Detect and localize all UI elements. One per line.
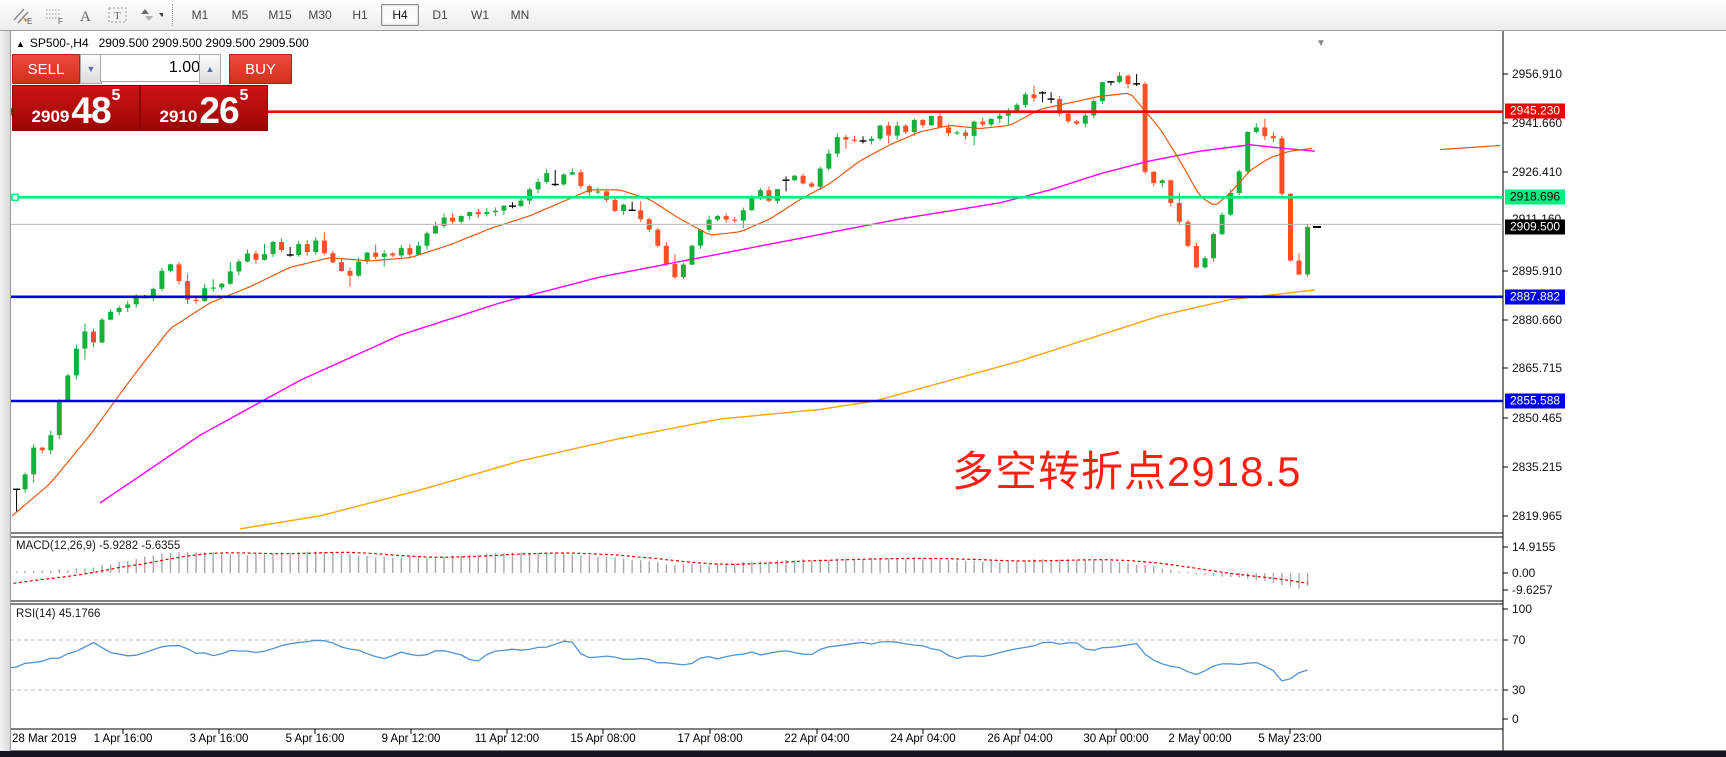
timeframe-button-m30[interactable]: M30 <box>308 8 332 22</box>
time-axis-label: 2 May 00:00 <box>1168 733 1232 745</box>
price-axis-label: 2880.660 <box>1512 313 1563 327</box>
one-click-trading-panel: SELL ▼ 1.00 ▲ BUY 2909 48 5 2910 26 5 <box>12 54 292 131</box>
collapse-arrow-icon[interactable]: ▲ <box>16 39 25 49</box>
rsi-axis-label: 100 <box>1512 602 1533 616</box>
volume-decrease-button[interactable]: ▼ <box>80 54 102 84</box>
macd-axis-label: -9.6257 <box>1512 583 1553 597</box>
sell-price-display[interactable]: 2909 48 5 <box>12 85 140 131</box>
time-axis-label: 1 Apr 16:00 <box>93 733 153 745</box>
support2-line-badge: 2855.588 <box>1505 393 1566 409</box>
svg-text:F: F <box>58 17 63 25</box>
arrow-objects-icon[interactable] <box>136 2 164 28</box>
time-axis-label: 5 Apr 16:00 <box>285 733 345 745</box>
timeframe-button-m5[interactable]: M5 <box>231 8 249 22</box>
svg-text:E: E <box>27 17 32 25</box>
toolbar-separator <box>172 4 174 26</box>
fibonacci-grid-icon[interactable]: F <box>40 2 68 28</box>
buy-price-prefix: 2910 <box>159 107 198 126</box>
rsi-axis-label: 70 <box>1512 633 1526 647</box>
chart-shift-marker-icon[interactable]: ▼ <box>1316 38 1326 49</box>
sell-price-prefix: 2909 <box>31 107 70 126</box>
svg-text:A: A <box>80 9 91 25</box>
time-axis-label: 28 Mar 2019 <box>12 733 77 745</box>
timeframe-button-m1[interactable]: M1 <box>191 8 209 22</box>
timeframe-toolbar: M1 M5 M15 M30 H1 H4 D1 W1 MN <box>180 4 540 26</box>
symbol-label: SP500-,H4 <box>29 36 89 50</box>
buy-price-display[interactable]: 2910 26 5 <box>140 85 268 131</box>
time-axis-label: 26 Apr 04:00 <box>987 733 1053 745</box>
chart-text-annotation[interactable]: 多空转折点2918.5 <box>952 448 1302 495</box>
top-toolbar: E F A T M1 M5 M15 M30 H1 H4 D1 W1 MN <box>0 0 1726 31</box>
volume-input[interactable]: 1.00 <box>100 54 209 82</box>
svg-text:T: T <box>114 10 121 22</box>
window-left-edge <box>0 31 11 757</box>
price-axis-label: 2895.910 <box>1512 264 1563 278</box>
time-axis-label: 24 Apr 04:00 <box>890 733 956 745</box>
rsi-indicator-label: RSI(14) 45.1766 <box>16 608 101 620</box>
text-icon[interactable]: A <box>72 2 100 28</box>
sell-price-sup: 5 <box>111 87 121 104</box>
time-axis-label: 5 May 23:00 <box>1258 733 1322 745</box>
timeframe-button-h4[interactable]: H4 <box>381 4 419 26</box>
bid-price-badge: 2909.500 <box>1505 219 1566 235</box>
pivot-line-badge: 2918.696 <box>1505 189 1566 205</box>
time-axis-label: 11 Apr 12:00 <box>474 733 540 745</box>
ohlc-values: 2909.500 2909.500 2909.500 2909.500 <box>98 36 309 50</box>
price-axis-label: 2835.215 <box>1512 460 1563 474</box>
volume-increase-button[interactable]: ▲ <box>199 54 221 84</box>
timeframe-button-mn[interactable]: MN <box>510 8 530 22</box>
buy-button[interactable]: BUY <box>229 54 292 84</box>
resistance-line-badge: 2945.230 <box>1505 103 1566 119</box>
time-axis-label: 9 Apr 12:00 <box>381 733 441 745</box>
equidistant-channel-icon[interactable]: E <box>8 2 36 28</box>
rsi-axis-label: 30 <box>1512 683 1526 697</box>
macd-indicator-label: MACD(12,26,9) -5.9282 -5.6355 <box>16 540 181 552</box>
text-label-icon[interactable]: T <box>104 2 132 28</box>
macd-axis-label: 0.00 <box>1512 566 1536 580</box>
price-axis-label: 2956.910 <box>1512 67 1563 81</box>
window-bottom-edge <box>0 751 1726 757</box>
sell-price-big: 48 <box>71 90 111 131</box>
rsi-axis-label: 0 <box>1512 712 1519 726</box>
chart-title: ▲ SP500-,H4 2909.500 2909.500 2909.500 290… <box>16 36 309 50</box>
time-axis-label: 15 Apr 08:00 <box>570 733 636 745</box>
time-axis-label: 3 Apr 16:00 <box>189 733 249 745</box>
timeframe-button-h1[interactable]: H1 <box>352 8 368 22</box>
price-axis-label: 2865.715 <box>1512 361 1563 375</box>
buy-price-sup: 5 <box>239 87 249 104</box>
time-axis-label: 30 Apr 00:00 <box>1083 733 1149 745</box>
timeframe-button-m15[interactable]: M15 <box>268 8 292 22</box>
sell-button[interactable]: SELL <box>12 54 80 84</box>
price-axis-label: 2941.660 <box>1512 116 1563 130</box>
price-axis-label: 2926.410 <box>1512 165 1563 179</box>
time-axis-label: 22 Apr 04:00 <box>784 733 850 745</box>
time-axis-label: 17 Apr 08:00 <box>677 733 743 745</box>
timeframe-button-w1[interactable]: W1 <box>471 8 489 22</box>
price-axis-label: 2819.965 <box>1512 509 1563 523</box>
macd-axis-label: 14.9155 <box>1512 540 1556 554</box>
timeframe-button-d1[interactable]: D1 <box>432 8 448 22</box>
price-axis-label: 2850.465 <box>1512 411 1563 425</box>
support-line-badge: 2887.882 <box>1505 289 1566 305</box>
buy-price-big: 26 <box>199 90 239 131</box>
